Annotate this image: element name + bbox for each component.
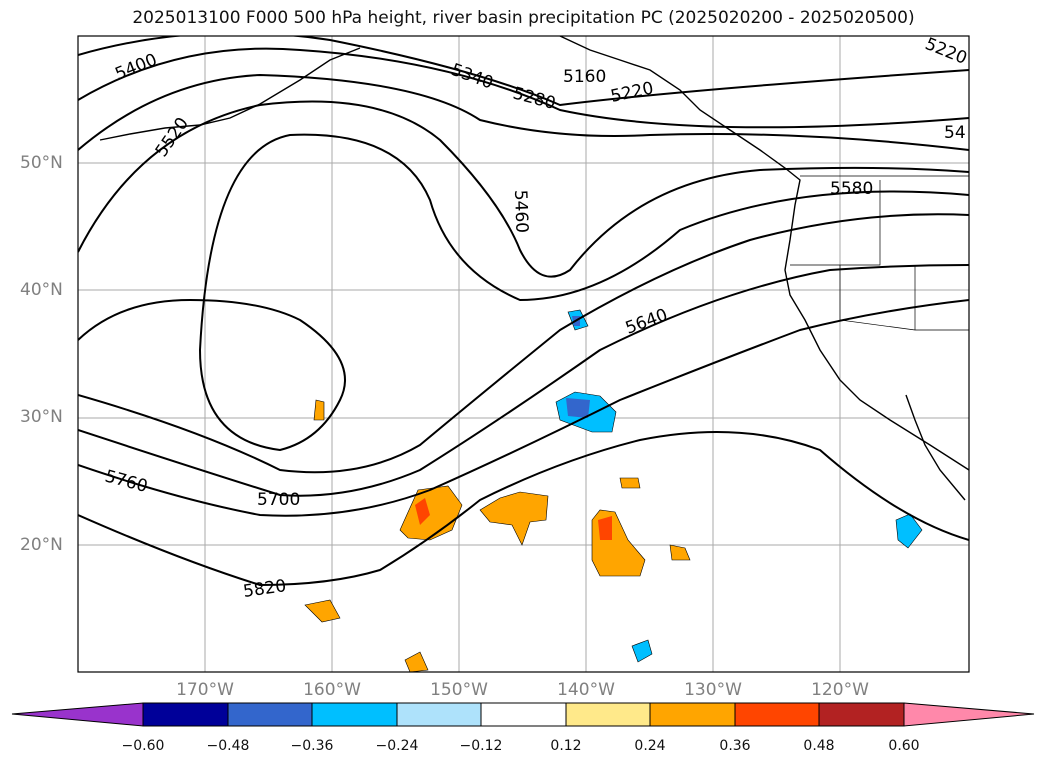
- contour-label-5640: 5640: [623, 305, 670, 339]
- lon-label-140w: 140°W: [557, 680, 615, 700]
- lat-label-40n: 40°N: [20, 280, 63, 300]
- map-frame: [77, 35, 970, 673]
- colorbar-tick: −0.24: [375, 738, 419, 754]
- colorbar-tick: −0.48: [206, 738, 250, 754]
- colorbar-tick: 0.24: [634, 738, 666, 754]
- lon-label-120w: 120°W: [811, 680, 869, 700]
- contour-label-5700: 5700: [257, 490, 300, 510]
- contour-label-5340: 5340: [448, 60, 495, 94]
- coastlines: [99, 36, 969, 501]
- lat-label-50n: 50°N: [20, 153, 63, 173]
- colorbar-tick: 0.12: [550, 738, 582, 754]
- contour-label-5280: 5280: [511, 84, 558, 115]
- state-borders: [790, 175, 969, 331]
- contour-label-5160: 5160: [563, 67, 606, 87]
- lat-label-30n: 30°N: [20, 407, 63, 427]
- colorbar-tick: 0.36: [719, 738, 751, 754]
- height-contours: [78, 36, 969, 587]
- contour-label-54: 54: [944, 123, 966, 143]
- contour-label-5220-b: 5220: [922, 34, 970, 69]
- colorbar-tick: −0.60: [121, 738, 165, 754]
- lon-label-160w: 160°W: [303, 680, 361, 700]
- map-title: 2025013100 F000 500 hPa height, river ba…: [132, 8, 915, 28]
- lon-label-150w: 150°W: [430, 680, 488, 700]
- lon-label-130w: 130°W: [684, 680, 742, 700]
- colorbar-tick: −0.36: [290, 738, 334, 754]
- colorbar: [11, 702, 1035, 727]
- contour-label-5520: 5520: [152, 114, 193, 161]
- colorbar-tick: 0.48: [803, 738, 835, 754]
- contour-label-5460: 5460: [510, 189, 531, 233]
- contour-label-5820: 5820: [242, 576, 288, 602]
- lon-label-170w: 170°W: [176, 680, 234, 700]
- contour-label-5760: 5760: [103, 467, 150, 498]
- graticule: [78, 36, 969, 672]
- contour-label-5220: 5220: [609, 78, 655, 107]
- colorbar-tick: 0.60: [888, 738, 920, 754]
- colorbar-tick: −0.12: [459, 738, 503, 754]
- lat-label-20n: 20°N: [20, 535, 63, 555]
- contour-label-5400: 5400: [112, 50, 160, 85]
- contour-label-5580: 5580: [830, 179, 873, 199]
